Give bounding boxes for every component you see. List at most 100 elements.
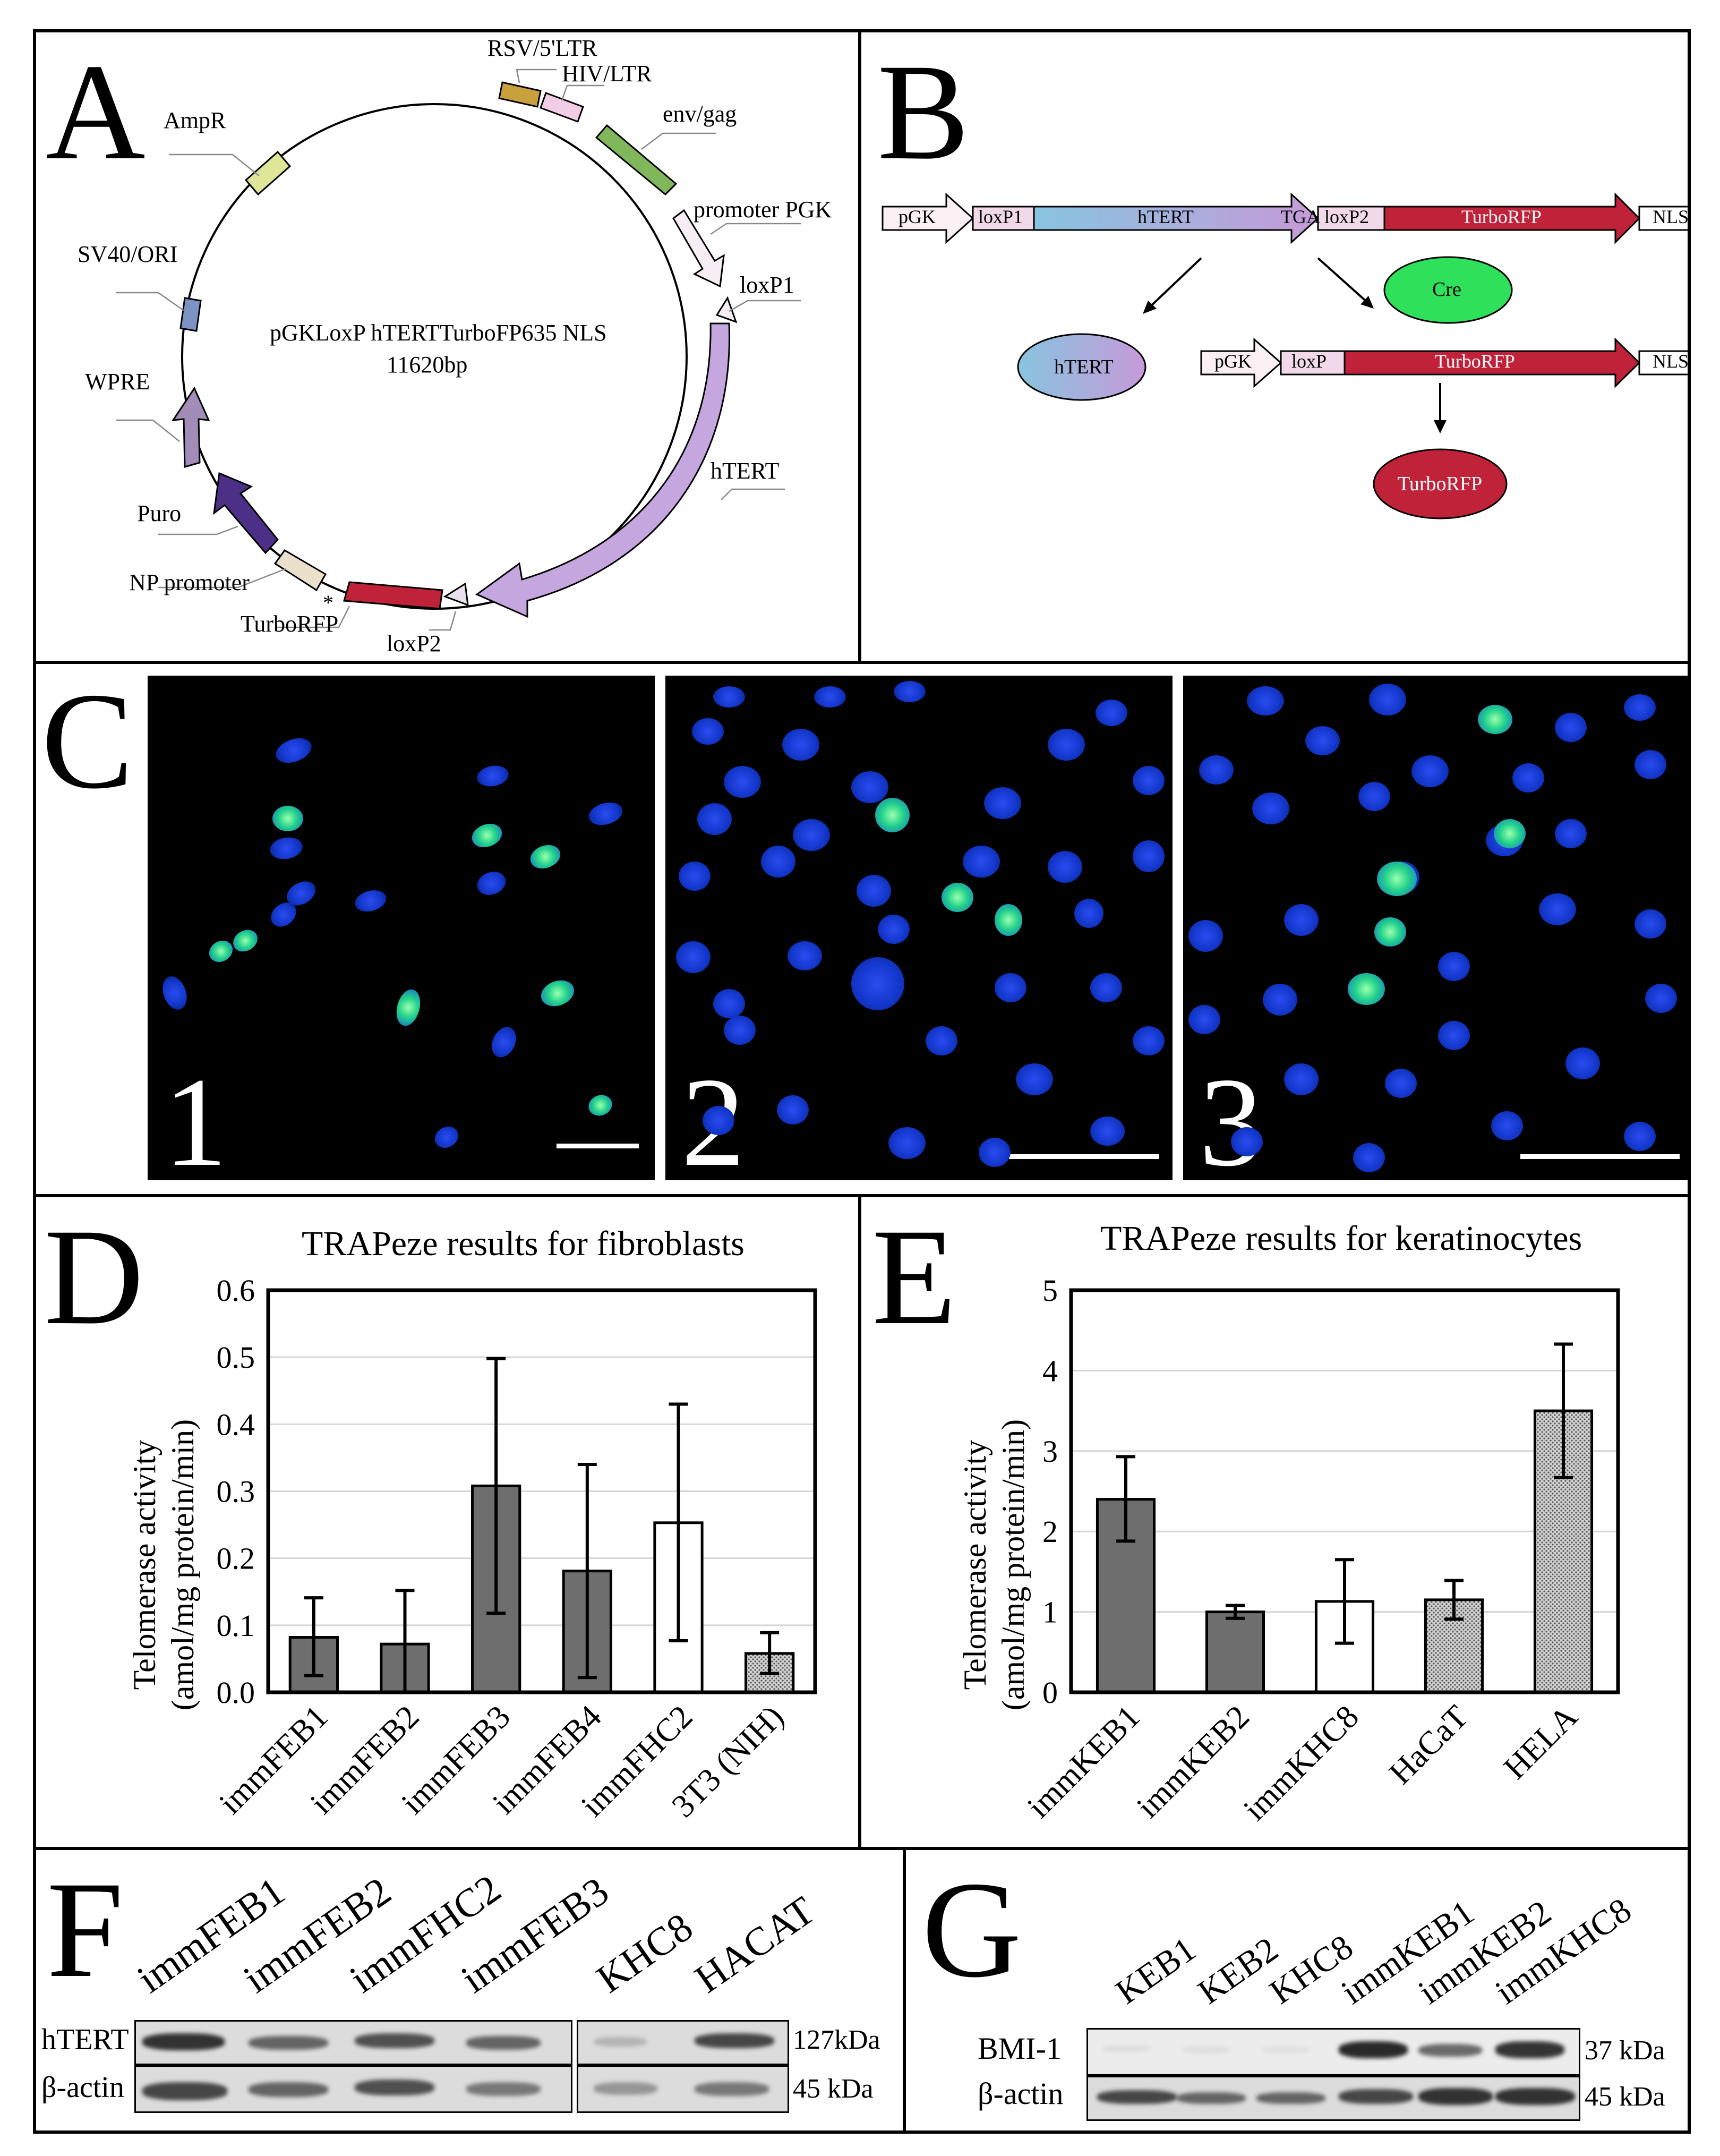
feature-np-block <box>273 549 327 592</box>
construct-diagram <box>882 192 1688 519</box>
nucleus <box>272 734 315 768</box>
label-htert: hTERT <box>711 458 780 484</box>
panel-d: D TRAPeze results for fibroblasts Telome… <box>33 1194 866 1850</box>
y-tick-label: 5 <box>1042 1273 1058 1308</box>
nucleus <box>1494 819 1526 848</box>
feature-wpre-block <box>171 386 210 468</box>
panel-letter-g: G <box>922 1853 1022 2006</box>
nucleus <box>851 957 904 1010</box>
nucleus <box>1645 984 1677 1013</box>
feature-pgk-block <box>672 209 725 288</box>
nucleus <box>158 973 191 1013</box>
y-tick-label: 0 <box>1042 1675 1058 1710</box>
nucleus <box>474 867 509 899</box>
label-ampr: AmpR <box>164 107 226 133</box>
feature-rsv-block <box>498 81 542 108</box>
nucleus <box>995 904 1022 936</box>
micrograph-1-number: 1 <box>164 1051 227 1180</box>
nucleus <box>814 686 846 708</box>
nucleus <box>1385 1069 1417 1098</box>
x-tick-label: HaCaT <box>1382 1699 1475 1792</box>
turborfp-product-label: TurboRFP <box>1398 473 1483 495</box>
blot-band <box>1102 2046 1150 2052</box>
c1-pgk-label: pGK <box>898 206 936 227</box>
nucleus <box>1438 952 1470 981</box>
nucleus <box>777 1095 809 1124</box>
nucleus <box>1491 1111 1523 1140</box>
nucleus <box>272 806 303 831</box>
c1-loxp1-label: loxP1 <box>978 206 1023 227</box>
x-tick-label: immKHC8 <box>1237 1699 1366 1828</box>
nucleus <box>487 1022 521 1062</box>
nucleus <box>942 883 973 912</box>
nucleus <box>1478 705 1512 734</box>
blot-band <box>466 2036 541 2050</box>
label-wpre: WPRE <box>85 369 150 395</box>
blot-f-lane-label: HACAT <box>687 1888 823 2002</box>
y-tick-label: 3 <box>1042 1434 1058 1469</box>
c2-nls-label: NLS <box>1653 351 1689 372</box>
blot-g-lane-label: KEB2 <box>1191 1929 1286 2012</box>
cre-oval <box>1383 256 1513 324</box>
nucleus <box>1369 684 1406 715</box>
blot-g-bmi1 <box>1086 2028 1580 2076</box>
panel-letter-e: E <box>872 1200 956 1353</box>
c2-turborfp <box>1344 337 1641 388</box>
nucleus <box>527 841 564 873</box>
nucleus <box>1438 1021 1470 1050</box>
nucleus <box>268 834 305 862</box>
plot-frame <box>1069 1288 1620 1694</box>
feature-sv40-block <box>179 297 202 332</box>
blot-f-size-actin: 45 kDa <box>793 2074 874 2104</box>
scale-bar-2 <box>1000 1154 1159 1159</box>
panel-a: A RSV/5'LTR <box>33 29 861 664</box>
scale-bar-3 <box>1520 1154 1680 1159</box>
nucleus <box>1133 840 1165 872</box>
panel-b: B pGK loxP1 hTERT TGA loxP2 TurboR <box>858 29 1691 664</box>
nucleus <box>586 799 626 829</box>
micrograph-3-number: 3 <box>1199 1051 1263 1180</box>
feature-turborfp-block <box>343 581 443 610</box>
label-puro: Puro <box>137 500 182 526</box>
nucleus <box>894 681 926 702</box>
x-tick-label: immKEB2 <box>1130 1699 1256 1825</box>
nucleus <box>676 941 711 973</box>
blot-band <box>1418 2044 1482 2057</box>
blot-band <box>594 2037 647 2047</box>
blot-g-lane-label: KHC8 <box>1262 1927 1360 2012</box>
feature-envgag-block <box>595 124 678 196</box>
label-sv40: SV40/ORI <box>78 241 178 267</box>
blot-band <box>594 2082 657 2095</box>
blot-band <box>1418 2088 1493 2105</box>
nucleus <box>1555 819 1587 848</box>
blot-band <box>466 2082 541 2096</box>
nucleus <box>1247 686 1284 715</box>
nucleus <box>1635 750 1666 779</box>
nucleus <box>229 925 262 956</box>
nucleus <box>1090 973 1122 1002</box>
x-tick-label: immKEB1 <box>1021 1699 1147 1825</box>
nucleus <box>1624 1122 1656 1151</box>
y-tick-label: 2 <box>1042 1514 1058 1549</box>
blot-band <box>1339 2089 1413 2104</box>
blot-band <box>1495 2041 1564 2058</box>
c1-nls-label: NLS <box>1653 206 1689 227</box>
nucleus <box>782 729 819 761</box>
blot-band <box>1182 2047 1230 2053</box>
nucleus <box>692 718 724 745</box>
blot-band <box>1256 2092 1325 2104</box>
y-tick-label: 0.4 <box>217 1407 255 1442</box>
nucleus <box>1358 782 1390 811</box>
c2-pgk <box>1200 337 1282 388</box>
nucleus <box>761 846 795 877</box>
panel-letter-a: A <box>46 36 146 189</box>
nucleus <box>875 798 910 832</box>
nucleus <box>979 1138 1011 1167</box>
nucleus <box>793 819 830 851</box>
blot-g-size-actin: 45 kDa <box>1585 2082 1665 2112</box>
blot-band <box>1097 2090 1177 2104</box>
nucleus <box>724 766 761 798</box>
c1-pgk <box>882 192 974 244</box>
blot-f-row-htert-label: hTERT <box>41 2023 129 2056</box>
nucleus <box>703 1106 734 1135</box>
